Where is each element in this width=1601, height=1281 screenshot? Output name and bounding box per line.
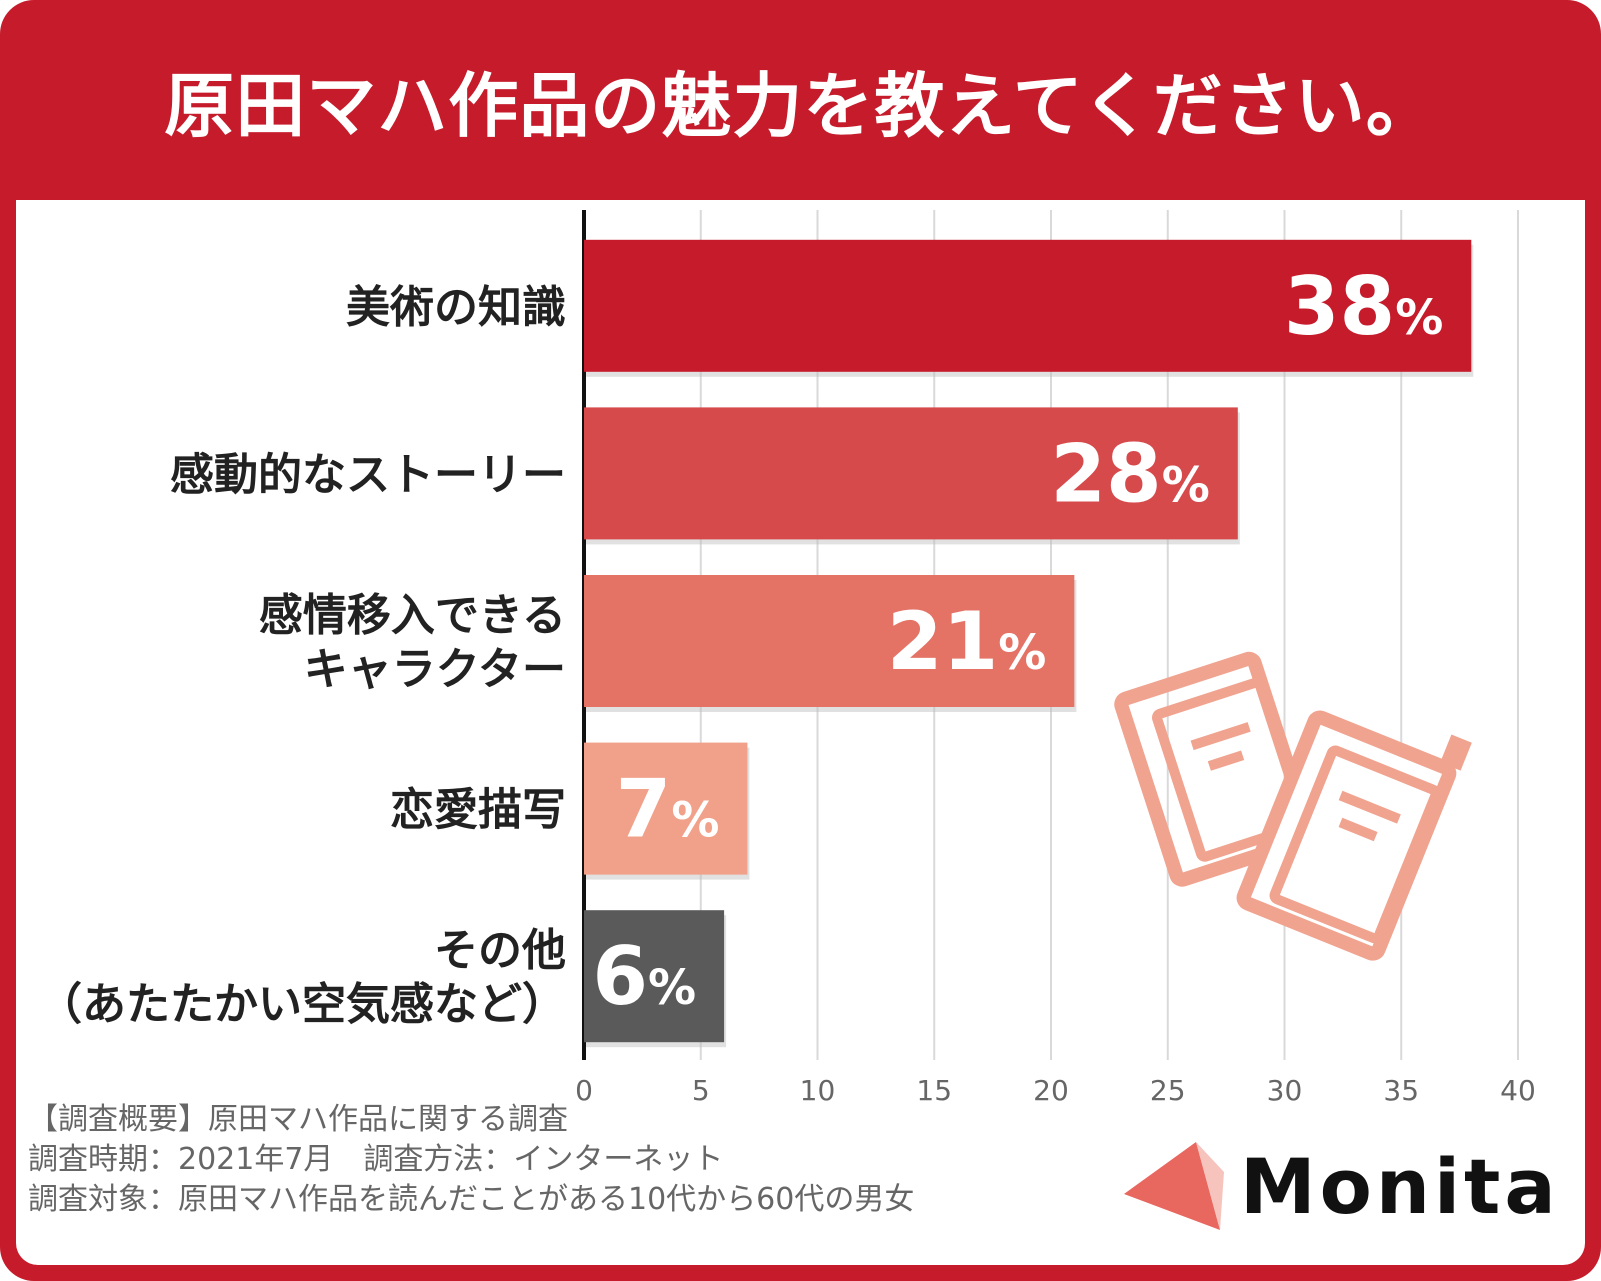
bar (584, 407, 1238, 540)
bar (584, 910, 725, 1043)
value-label: 7% (616, 763, 720, 856)
bar (584, 575, 1075, 707)
bar (584, 742, 748, 875)
chart-panel: 美術の知識感動的なストーリー感情移入できる キャラクター恋愛描写その他 （あたたかい… (16, 200, 1585, 1265)
bars (584, 239, 1474, 1048)
triangle-logo-icon (1124, 1142, 1224, 1230)
x-tick-label: 5 (692, 1074, 710, 1107)
category-label: その他 (434, 925, 566, 976)
x-tick-label: 15 (916, 1074, 952, 1107)
bar (584, 239, 1472, 372)
category-label: キャラクター (304, 644, 566, 695)
category-label: 感情移入できる (259, 590, 566, 641)
x-tick-label: 25 (1150, 1074, 1186, 1107)
chart-title: 原田マハ作品の魅力を教えてください。 (164, 64, 1437, 147)
category-labels: 美術の知識感動的なストーリー感情移入できるキャラクター恋愛描写その他（あたたかい… (38, 282, 566, 1030)
category-label: （あたたかい空気感など） (38, 979, 566, 1030)
x-tick-label: 20 (1033, 1074, 1069, 1107)
x-tick-label: 30 (1267, 1074, 1303, 1107)
books-icon (1114, 651, 1472, 961)
category-label: 美術の知識 (346, 282, 566, 333)
value-label: 28% (1050, 427, 1209, 520)
value-label: 21% (887, 595, 1046, 688)
brand-name: Monita (1240, 1142, 1560, 1231)
survey-period-method-text: 調査時期：2021年7月 調査方法：インターネット (28, 1142, 724, 1177)
survey-overview-text: 【調査概要】原田マハ作品に関する調査 (28, 1102, 568, 1137)
x-tick-label: 40 (1500, 1074, 1536, 1107)
value-label: 6% (592, 930, 696, 1023)
value-label: 38% (1284, 260, 1443, 353)
title-band: 原田マハ作品の魅力を教えてください。 (0, 0, 1601, 200)
x-tick-labels: 0 5 10 15 20 25 30 35 40 (575, 1074, 1536, 1107)
value-labels: 38% 28%21% 7% 6% (592, 260, 1443, 1023)
x-tick-label: 0 (575, 1074, 593, 1107)
survey-target-text: 調査対象：原田マハ作品を読んだことがある10代から60代の男女 (28, 1182, 915, 1217)
x-tick-label: 10 (800, 1074, 836, 1107)
x-tick-label: 35 (1383, 1074, 1419, 1107)
survey-notes: 【調査概要】原田マハ作品に関する調査 調査時期：2021年7月 調査方法：インタ… (28, 1100, 1128, 1220)
category-label: 恋愛描写 (390, 785, 566, 836)
brand-logo: Monita (1124, 1132, 1564, 1242)
category-label: 感動的なストーリー (170, 449, 566, 500)
bar-chart: 美術の知識感動的なストーリー感情移入できるキャラクター恋愛描写その他（あたたかい… (38, 210, 1536, 1107)
